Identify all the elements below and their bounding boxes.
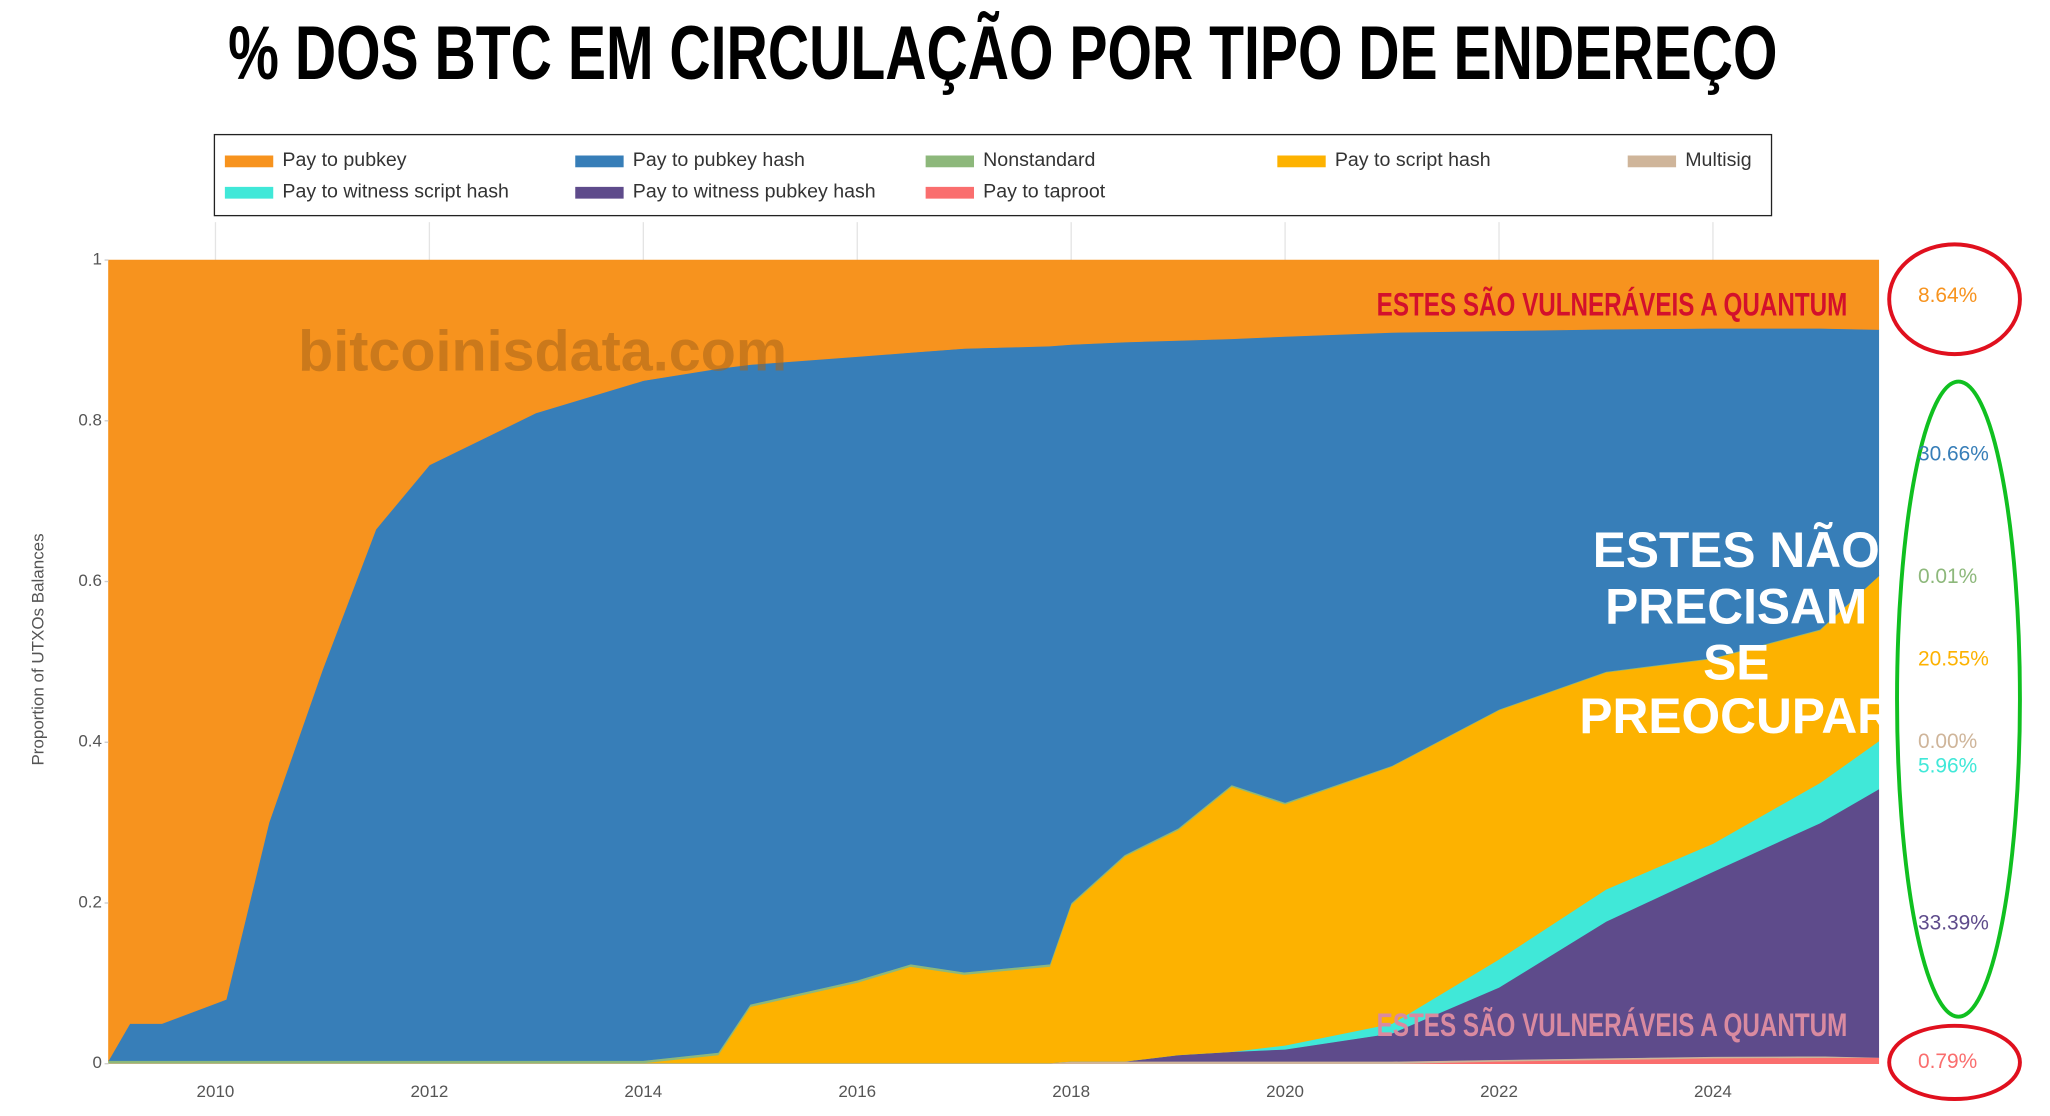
end-label: 33.39% — [1918, 911, 1989, 934]
legend-label: Pay to witness pubkey hash — [633, 180, 876, 202]
y-tick-label: 0.4 — [78, 732, 102, 751]
y-tick-label: 0.8 — [78, 410, 102, 429]
legend-swatch — [1627, 155, 1677, 168]
legend-swatch — [925, 186, 975, 199]
end-label: 8.64% — [1918, 284, 1977, 307]
legend-label: Pay to taproot — [983, 180, 1106, 202]
y-tick-label: 1 — [93, 250, 102, 269]
legend-swatch — [224, 186, 274, 199]
y-tick-label: 0.2 — [78, 892, 102, 911]
x-tick-label: 2016 — [838, 1082, 876, 1101]
end-label: 0.01% — [1918, 565, 1977, 588]
circle-red — [1887, 1023, 2022, 1101]
legend-label: Nonstandard — [983, 149, 1095, 171]
annotation-middle: PREOCUPAR — [1579, 688, 1893, 744]
legend-label: Pay to witness script hash — [282, 180, 509, 202]
end-label: 20.55% — [1918, 647, 1989, 670]
legend-swatch — [575, 186, 624, 199]
x-tick-label: 2010 — [197, 1082, 235, 1101]
area — [108, 259, 1880, 1062]
annotation-middle: ESTES NÃO — [1593, 522, 1880, 578]
annotation-top: ESTES SÃO VULNERÁVEIS A QUANTUM — [1377, 286, 1848, 323]
legend-swatch — [224, 155, 274, 168]
circle-red — [1887, 242, 2022, 357]
watermark: bitcoinisdata.com — [298, 320, 787, 384]
x-tick-label: 2012 — [410, 1082, 448, 1101]
legend-label: Pay to pubkey — [282, 149, 406, 171]
y-axis-label: Proportion of UTXOs Balances — [29, 533, 48, 765]
annotation-middle: PRECISAM — [1605, 578, 1867, 634]
legend-label: Multisig — [1685, 149, 1751, 171]
end-label: 0.00% — [1918, 730, 1977, 753]
y-tick-label: 0 — [93, 1053, 102, 1072]
x-tick-label: 2020 — [1266, 1082, 1304, 1101]
legend-label: Pay to script hash — [1335, 149, 1491, 171]
x-tick-label: 2014 — [624, 1082, 662, 1101]
end-label: 5.96% — [1918, 755, 1977, 778]
plot-area — [107, 222, 1880, 1065]
x-tick-label: 2022 — [1480, 1082, 1518, 1101]
legend-swatch — [575, 155, 624, 168]
y-tick-label: 0.6 — [78, 571, 102, 590]
end-label: 0.79% — [1918, 1050, 1977, 1073]
x-tick-label: 2024 — [1694, 1082, 1732, 1101]
circle-green — [1895, 379, 2022, 1019]
annotation-bottom: ESTES SÃO VULNERÁVEIS A QUANTUM — [1377, 1006, 1848, 1043]
legend-swatch — [1277, 155, 1326, 168]
legend-label: Pay to pubkey hash — [633, 149, 805, 171]
end-label: 30.66% — [1918, 442, 1989, 465]
legend-swatch — [925, 155, 975, 168]
legend-box — [213, 133, 1773, 217]
chart-title: % DOS BTC EM CIRCULAÇÃO POR TIPO DE ENDE… — [228, 11, 1777, 96]
x-tick-label: 2018 — [1052, 1082, 1090, 1101]
annotation-middle: SE — [1703, 635, 1769, 691]
